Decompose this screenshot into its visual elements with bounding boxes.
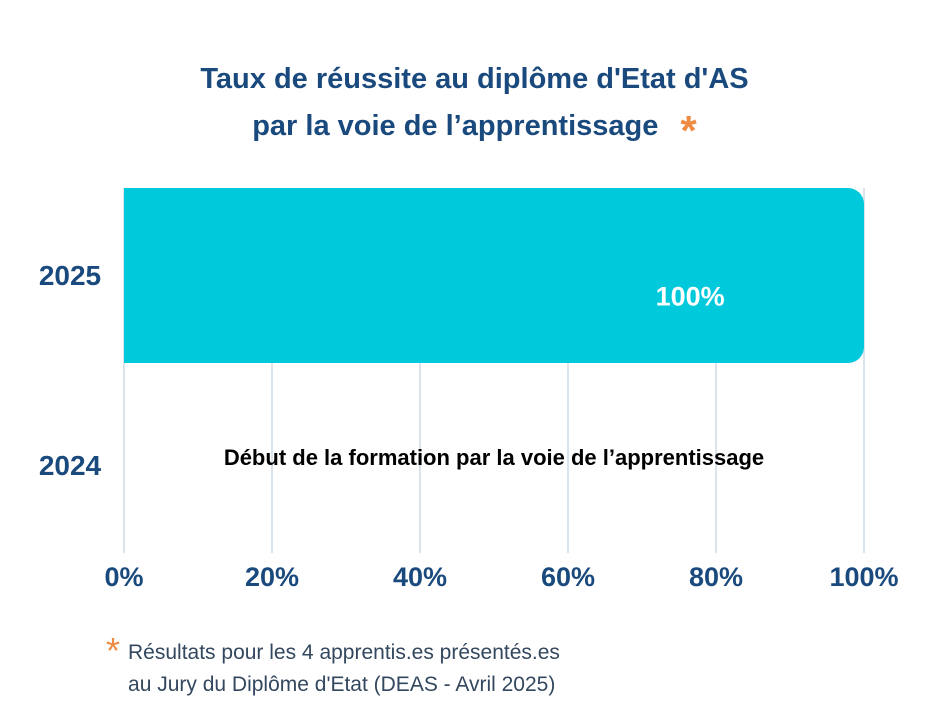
bar-2025: 100% (124, 188, 864, 363)
x-tick-0: 0% (104, 562, 144, 592)
x-tick-80: 80% (688, 562, 744, 592)
footnote-text: Résultats pour les 4 apprentis.es présen… (128, 637, 560, 701)
chart-title-line1: Taux de réussite au diplôme d'Etat d'AS (200, 63, 749, 95)
gridline-80 (715, 188, 717, 553)
gridline-60 (567, 188, 569, 553)
x-tick-60: 60% (540, 562, 596, 592)
row-2024: Début de la formation par la voie de l’a… (124, 363, 864, 553)
chart-title-line2: par la voie de l’apprentissage * (252, 107, 697, 154)
y-axis-label-2025: 2025 (38, 260, 102, 291)
footnote: * Résultats pour les 4 apprentis.es prés… (106, 630, 560, 701)
gridline-100 (863, 188, 865, 553)
x-axis: 0% 20% 40% 60% 80% 100% (104, 562, 898, 598)
chart-title-line2-text: par la voie de l’apprentissage (252, 110, 659, 142)
x-tick-20: 20% (244, 562, 300, 592)
x-tick-40: 40% (392, 562, 448, 592)
footnote-asterisk-icon: * (106, 630, 121, 671)
x-tick-100: 100% (829, 562, 899, 592)
y-axis-label-2024: 2024 (38, 450, 102, 481)
chart-title: Taux de réussite au diplôme d'Etat d'AS … (0, 56, 949, 154)
footnote-line1: Résultats pour les 4 apprentis.es présen… (128, 641, 560, 664)
gridline-0 (123, 188, 125, 553)
bar-value-label: 100% (655, 281, 725, 311)
footnote-line2: au Jury du Diplôme d'Etat (DEAS - Avril … (128, 673, 556, 696)
plot-area: 100% Début de la formation par la voie d… (123, 188, 865, 553)
gridline-20 (271, 188, 273, 553)
row-2024-annotation: Début de la formation par la voie de l’a… (223, 445, 765, 470)
gridline-40 (419, 188, 421, 553)
